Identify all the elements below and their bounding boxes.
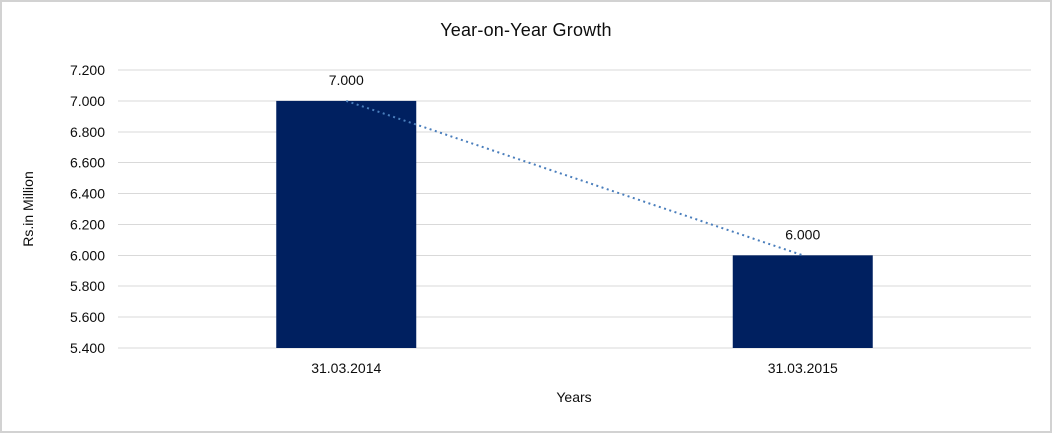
y-tick-label: 6.200 [70,216,105,232]
bar-value-label: 7.000 [329,72,364,88]
chart-bar[interactable] [276,100,417,348]
trendline[interactable] [345,99,804,257]
y-tick-label: 7.200 [70,62,105,78]
y-tick-label: 5.400 [70,340,105,356]
chart-bar[interactable] [732,255,873,348]
y-tick-label: 6.000 [70,247,105,263]
y-tick-label: 7.000 [70,93,105,109]
x-category-label: 31.03.2014 [311,360,381,376]
x-axis-title: Years [556,389,592,405]
y-tick-label: 6.800 [70,124,105,140]
x-category-label: 31.03.2015 [768,360,838,376]
y-tick-label: 5.800 [70,278,105,294]
chart-title: Year-on-Year Growth [440,20,612,40]
bar-value-label: 6.000 [785,226,820,242]
y-tick-label: 5.600 [70,309,105,325]
y-tick-label: 6.400 [70,186,105,202]
y-tick-label: 6.600 [70,155,105,171]
